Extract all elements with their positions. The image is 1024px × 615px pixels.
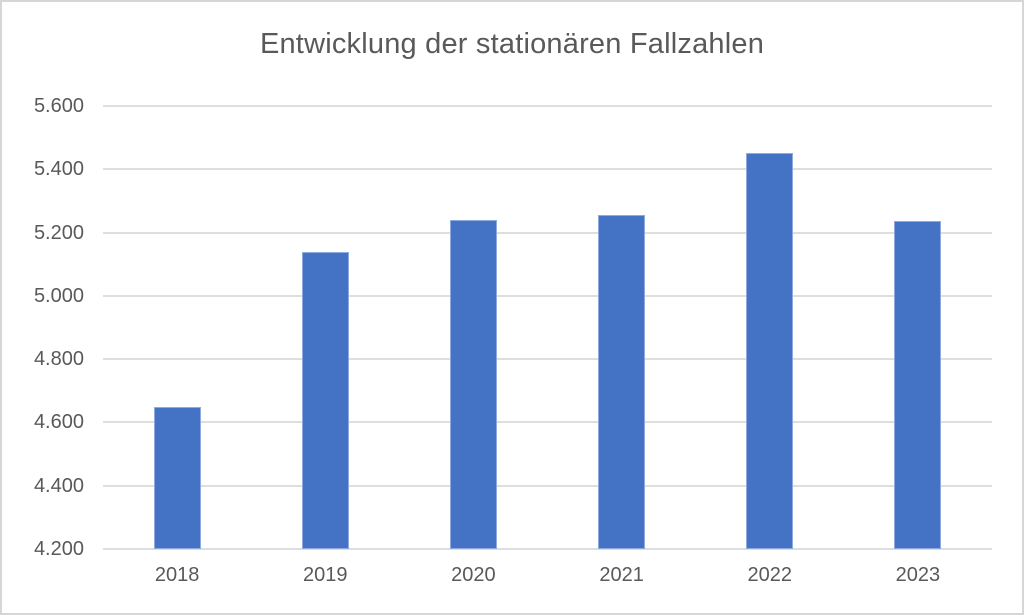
y-axis-tick-label: 4.400 — [33, 474, 84, 497]
gridline — [103, 421, 992, 424]
y-axis-tick-label: 5.600 — [33, 95, 84, 117]
gridline — [103, 168, 992, 171]
y-axis-tick-label: 5.000 — [33, 284, 84, 307]
bar-2019 — [301, 251, 349, 549]
gridline — [103, 105, 992, 107]
gridline — [103, 294, 992, 297]
y-axis-tick-label: 4.200 — [33, 538, 84, 560]
bar-2020 — [449, 219, 497, 549]
x-axis-tick-label: 2018 — [154, 564, 200, 586]
chart-title: Entwicklung der stationären Fallzahlen — [259, 28, 765, 60]
x-axis-tick-label: 2022 — [747, 564, 793, 586]
x-axis-tick-label: 2021 — [599, 564, 644, 586]
y-axis-tick-label: 4.800 — [33, 348, 84, 371]
x-axis-tick-label: 2023 — [895, 564, 941, 586]
gridline — [103, 484, 992, 487]
gridline — [103, 548, 992, 550]
y-axis-tick-label: 4.600 — [33, 411, 84, 434]
bar-2018 — [153, 406, 201, 549]
y-axis-tick-label: 5.200 — [33, 221, 84, 244]
bar-2021 — [598, 215, 646, 549]
bar-2022 — [746, 153, 794, 549]
x-axis-tick-label: 2020 — [451, 564, 496, 586]
gridline — [103, 231, 992, 234]
x-axis-tick-label: 2019 — [303, 564, 348, 586]
bar-2023 — [894, 221, 942, 549]
gridline — [103, 358, 992, 361]
y-axis-tick-label: 5.400 — [33, 158, 84, 181]
